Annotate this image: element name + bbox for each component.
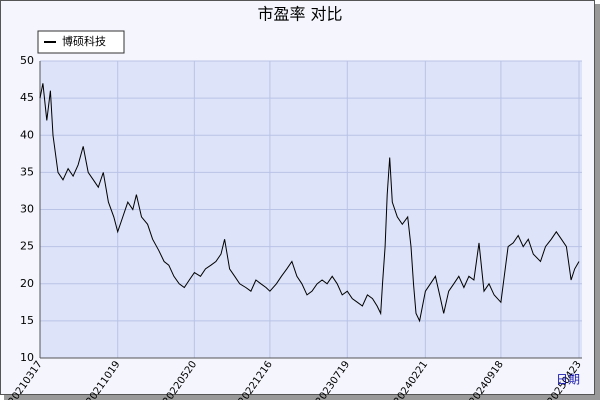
y-tick-label: 10 <box>20 351 34 364</box>
line-series <box>39 83 580 323</box>
legend: 博硕科技 <box>37 30 125 54</box>
y-tick-label: 45 <box>20 91 34 104</box>
y-tick-label: 40 <box>20 128 34 141</box>
y-tick-label: 50 <box>20 54 34 67</box>
chart-title: 市盈率 对比 <box>257 5 342 24</box>
y-tick-label: 20 <box>20 277 34 290</box>
x-axis-label: 日期 <box>556 373 580 387</box>
y-tick-label: 25 <box>20 240 34 253</box>
legend-label: 博硕科技 <box>62 34 106 48</box>
shadow <box>595 4 600 400</box>
y-tick-label: 15 <box>20 314 34 327</box>
shadow <box>4 395 600 400</box>
y-tick-label: 30 <box>20 203 34 216</box>
y-tick-label: 35 <box>20 165 34 178</box>
legend-box <box>37 30 125 54</box>
